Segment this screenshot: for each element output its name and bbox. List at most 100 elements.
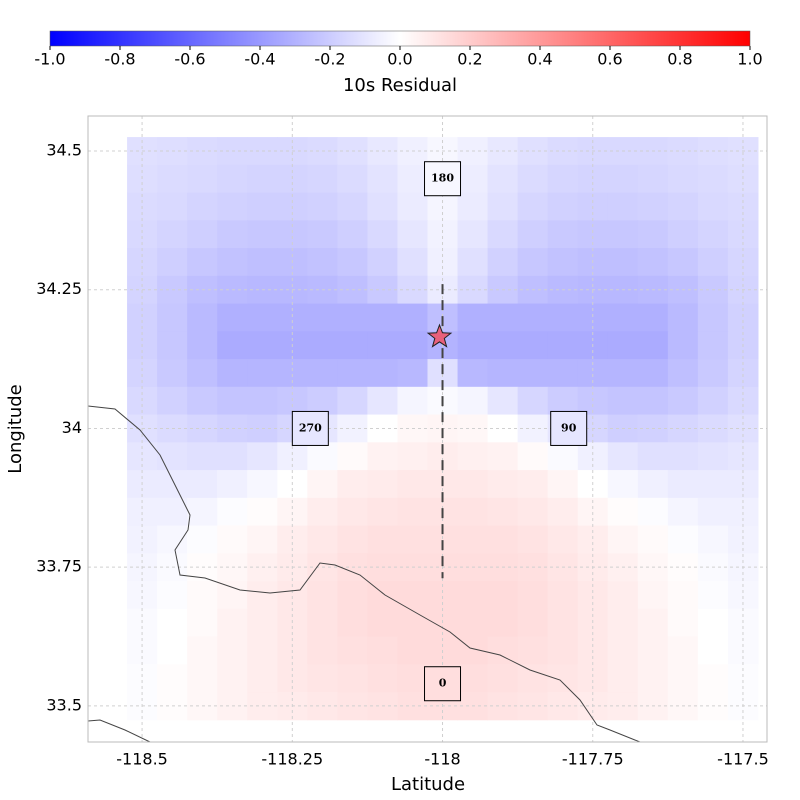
- heat-cell: [517, 664, 549, 693]
- heat-cell: [337, 192, 368, 221]
- heat-cell: [187, 386, 218, 416]
- heat-cell: [697, 359, 729, 388]
- heat-cell: [247, 581, 278, 610]
- heatmap: [127, 137, 759, 721]
- heat-cell: [157, 220, 188, 249]
- heat-cell: [337, 248, 368, 277]
- heat-cell: [367, 248, 398, 277]
- heat-cell: [667, 331, 699, 360]
- heat-cell: [367, 636, 398, 665]
- heat-cell: [697, 303, 729, 332]
- heat-cell: [457, 386, 489, 416]
- heat-cell: [337, 525, 368, 554]
- annotation-box: [424, 161, 462, 197]
- heat-cell: [607, 442, 639, 471]
- heat-cell: [217, 636, 248, 665]
- heat-cell: [187, 220, 218, 249]
- heat-cell: [397, 164, 428, 194]
- heat-cell: [337, 164, 368, 194]
- heat-cell: [247, 470, 278, 499]
- heat-cell: [547, 608, 579, 638]
- heat-cell: [637, 248, 669, 277]
- heat-cell: [367, 470, 398, 499]
- colorbar-tick-label: -0.6: [174, 50, 205, 69]
- heat-cell: [307, 525, 338, 554]
- heat-cell: [217, 331, 248, 360]
- heat-cell: [667, 525, 699, 554]
- heat-cell: [697, 581, 729, 610]
- heat-cell: [187, 497, 218, 527]
- heat-cell: [187, 192, 218, 221]
- heat-cell: [637, 164, 669, 194]
- heat-cell: [487, 497, 519, 527]
- heat-cell: [217, 220, 248, 249]
- heat-cell: [607, 331, 639, 360]
- heat-cell: [217, 470, 248, 499]
- heat-cell: [247, 608, 278, 638]
- y-tick-label: 33.75: [36, 557, 82, 576]
- coast-line: [88, 719, 151, 742]
- heat-cell: [547, 581, 579, 610]
- heat-cell: [157, 386, 188, 416]
- heat-cell: [337, 442, 368, 471]
- heat-cell: [547, 248, 579, 277]
- heat-cell: [217, 359, 248, 388]
- heat-cell: [337, 664, 368, 693]
- heat-cell: [547, 331, 579, 360]
- heat-cell: [397, 220, 428, 249]
- heat-cell: [517, 192, 549, 221]
- heat-cell: [487, 525, 519, 554]
- heat-cell: [247, 331, 278, 360]
- heat-cell: [217, 442, 248, 471]
- heat-cell: [337, 386, 368, 416]
- heat-cell: [607, 248, 639, 277]
- heat-cell: [517, 248, 549, 277]
- heat-cell: [367, 386, 398, 416]
- heat-cell: [547, 497, 579, 527]
- heat-cell: [637, 220, 669, 249]
- heat-cell: [187, 581, 218, 610]
- heat-cell: [607, 192, 639, 221]
- heat-cell: [397, 192, 428, 221]
- heat-cell: [157, 664, 188, 693]
- x-tick-label: -118.25: [261, 750, 323, 769]
- heat-cell: [337, 470, 368, 499]
- heat-cell: [217, 164, 248, 194]
- heat-cell: [487, 359, 519, 388]
- heat-cell: [367, 303, 398, 332]
- heat-cell: [457, 220, 489, 249]
- heat-cell: [397, 303, 428, 332]
- heat-cell: [517, 608, 549, 638]
- heat-cell: [307, 220, 338, 249]
- heat-cell: [217, 497, 248, 527]
- heat-cell: [487, 303, 519, 332]
- heat-cell: [697, 497, 729, 527]
- heat-cell: [547, 525, 579, 554]
- heat-cell: [697, 248, 729, 277]
- plot-frame: [87, 115, 768, 743]
- y-tick-label: 34.5: [46, 140, 82, 159]
- heat-cell: [157, 525, 188, 554]
- heat-cell: [697, 636, 729, 665]
- heat-cell: [487, 248, 519, 277]
- heat-cell: [307, 386, 338, 416]
- colorbar-tick-label: 1.0: [737, 50, 762, 69]
- heat-cell: [247, 164, 278, 194]
- heat-cell: [187, 442, 218, 471]
- annotation-box: [291, 410, 329, 446]
- heat-cell: [637, 331, 669, 360]
- heat-cell: [337, 636, 368, 665]
- heat-cell: [547, 386, 579, 416]
- heat-cell: [397, 386, 428, 416]
- heat-cell: [457, 525, 489, 554]
- heat-cell: [607, 220, 639, 249]
- annotation-text: 180: [431, 172, 454, 185]
- colorbar-tick-label: 0.6: [597, 50, 622, 69]
- heat-cell: [367, 581, 398, 610]
- heat-cell: [337, 608, 368, 638]
- heat-cell: [307, 470, 338, 499]
- heat-cell: [337, 581, 368, 610]
- heat-cell: [547, 220, 579, 249]
- x-axis-label: Latitude: [391, 774, 465, 795]
- heat-cell: [337, 359, 368, 388]
